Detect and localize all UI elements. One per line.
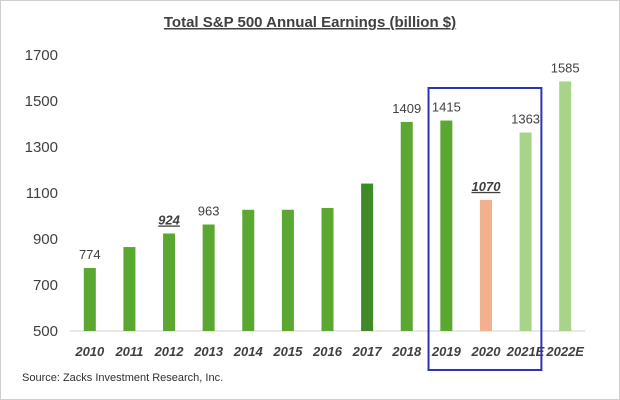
bar-2013 bbox=[202, 224, 215, 331]
bar-2017 bbox=[361, 183, 374, 331]
bar-2014 bbox=[242, 209, 255, 331]
x-tick-label-2013: 2013 bbox=[193, 344, 224, 359]
x-tick-label-2021E: 2021E bbox=[506, 344, 545, 359]
bar-2022E bbox=[559, 81, 572, 331]
data-label-2021E: 1363 bbox=[511, 112, 540, 127]
bar-2019 bbox=[440, 120, 453, 331]
highlight-box bbox=[427, 87, 543, 371]
x-tick-label-2010: 2010 bbox=[74, 344, 105, 359]
x-tick-label-2016: 2016 bbox=[312, 344, 343, 359]
data-label-2010: 774 bbox=[79, 247, 101, 262]
highlight-rectangle bbox=[427, 87, 543, 371]
y-tick-label: 1300 bbox=[25, 139, 58, 156]
x-tick-label-2011: 2011 bbox=[114, 344, 143, 359]
bar-2020 bbox=[479, 199, 492, 331]
y-tick-label: 900 bbox=[33, 231, 58, 248]
bar-2018 bbox=[400, 121, 413, 332]
bar-2016 bbox=[321, 207, 334, 331]
x-tick-label-2012: 2012 bbox=[154, 344, 185, 359]
x-tick-label-2020: 2020 bbox=[471, 344, 502, 359]
data-label-2019: 1415 bbox=[432, 100, 461, 115]
x-tick-label-2015: 2015 bbox=[272, 344, 303, 359]
y-tick-label: 1700 bbox=[25, 47, 58, 64]
data-labels: 774 924 963 1409 1415 1070 1363 1585 bbox=[79, 60, 580, 262]
bar-2011 bbox=[123, 247, 136, 331]
bar-2010 bbox=[83, 267, 96, 331]
y-tick-label: 1100 bbox=[26, 185, 58, 202]
chart-title: Total S&P 500 Annual Earnings (billion $… bbox=[164, 14, 456, 31]
y-tick-label: 500 bbox=[33, 323, 58, 340]
data-label-2022E: 1585 bbox=[551, 60, 580, 75]
data-label-2020: 1070 bbox=[472, 179, 502, 194]
bar-2012 bbox=[163, 233, 176, 331]
bars bbox=[83, 81, 572, 332]
data-label-2018: 1409 bbox=[392, 101, 421, 116]
bar-2021E bbox=[519, 132, 532, 331]
data-label-2012: 924 bbox=[158, 212, 180, 227]
data-label-2013: 963 bbox=[198, 204, 220, 219]
y-tick-label: 700 bbox=[33, 277, 58, 294]
x-tick-label-2022E: 2022E bbox=[545, 344, 584, 359]
x-axis: 2010 2011 2012 2013 2014 2015 2016 2017 2018 2019… bbox=[74, 344, 584, 359]
bar-2015 bbox=[281, 209, 294, 331]
source-note: Source: Zacks Investment Research, Inc. bbox=[22, 372, 224, 384]
y-axis: 500 700 900 1100 1300 1500 1700 bbox=[25, 47, 585, 340]
y-tick-label: 1500 bbox=[25, 93, 58, 110]
x-tick-label-2018: 2018 bbox=[391, 344, 422, 359]
x-tick-label-2014: 2014 bbox=[233, 344, 264, 359]
x-tick-label-2019: 2019 bbox=[431, 344, 462, 359]
x-tick-label-2017: 2017 bbox=[352, 344, 383, 359]
